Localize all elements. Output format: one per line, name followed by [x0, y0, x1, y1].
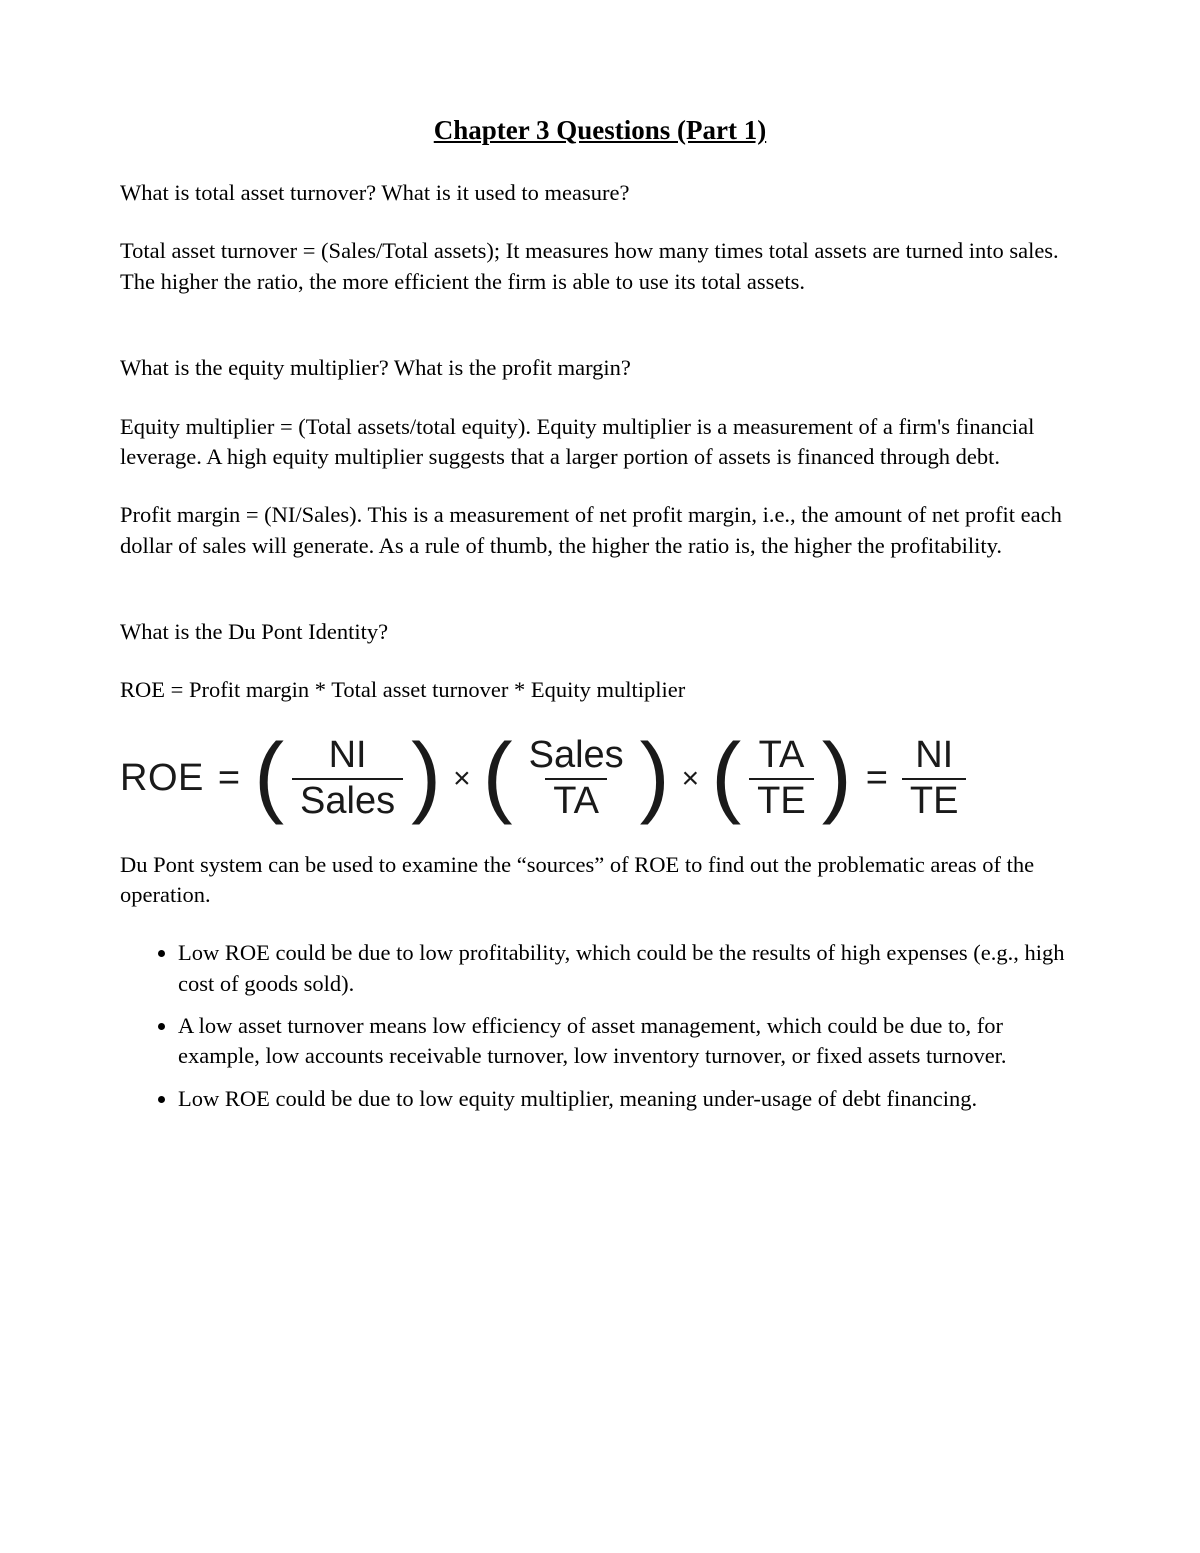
formula-lhs: ROE [120, 757, 204, 800]
fraction-sales-ta: Sales TA [521, 734, 632, 824]
fraction-den: Sales [292, 778, 403, 824]
q3-question: What is the Du Pont Identity? [120, 617, 1080, 647]
equals-sign: = [860, 757, 894, 800]
equals-sign: = [212, 757, 246, 800]
q3-explanation: Du Pont system can be used to examine th… [120, 850, 1080, 911]
document-page: Chapter 3 Questions (Part 1) What is tot… [0, 0, 1200, 1553]
q3-bullet-list: Low ROE could be due to low profitabilit… [140, 938, 1080, 1114]
fraction-num: Sales [521, 734, 632, 778]
rparen-icon: ) [640, 736, 670, 817]
q2-question: What is the equity multiplier? What is t… [120, 353, 1080, 383]
q3-roe-text: ROE = Profit margin * Total asset turnov… [120, 675, 1080, 705]
rparen-icon: ) [822, 736, 852, 817]
fraction-num: NI [321, 734, 375, 778]
q2-answer-profit-margin: Profit margin = (NI/Sales). This is a me… [120, 500, 1080, 561]
fraction-ni-te: NI TE [902, 734, 967, 824]
fraction-num: NI [907, 734, 961, 778]
page-title: Chapter 3 Questions (Part 1) [120, 115, 1080, 146]
fraction-den: TE [902, 778, 967, 824]
fraction-ta-te: TA TE [749, 734, 814, 824]
lparen-icon: ( [254, 736, 284, 817]
fraction-den: TE [749, 778, 814, 824]
q2-answer-equity-multiplier: Equity multiplier = (Total assets/total … [120, 412, 1080, 473]
list-item: Low ROE could be due to low profitabilit… [178, 938, 1080, 999]
lparen-icon: ( [711, 736, 741, 817]
roe-formula: ROE = ( NI Sales ) × ( Sales TA ) × ( TA… [120, 734, 1080, 824]
fraction-ni-sales: NI Sales [292, 734, 403, 824]
list-item: A low asset turnover means low efficienc… [178, 1011, 1080, 1072]
q1-answer: Total asset turnover = (Sales/Total asse… [120, 236, 1080, 297]
rparen-icon: ) [411, 736, 441, 817]
times-icon: × [678, 762, 704, 796]
fraction-den: TA [545, 778, 607, 824]
list-item: Low ROE could be due to low equity multi… [178, 1084, 1080, 1114]
lparen-icon: ( [483, 736, 513, 817]
q1-question: What is total asset turnover? What is it… [120, 178, 1080, 208]
times-icon: × [449, 762, 475, 796]
fraction-num: TA [751, 734, 813, 778]
